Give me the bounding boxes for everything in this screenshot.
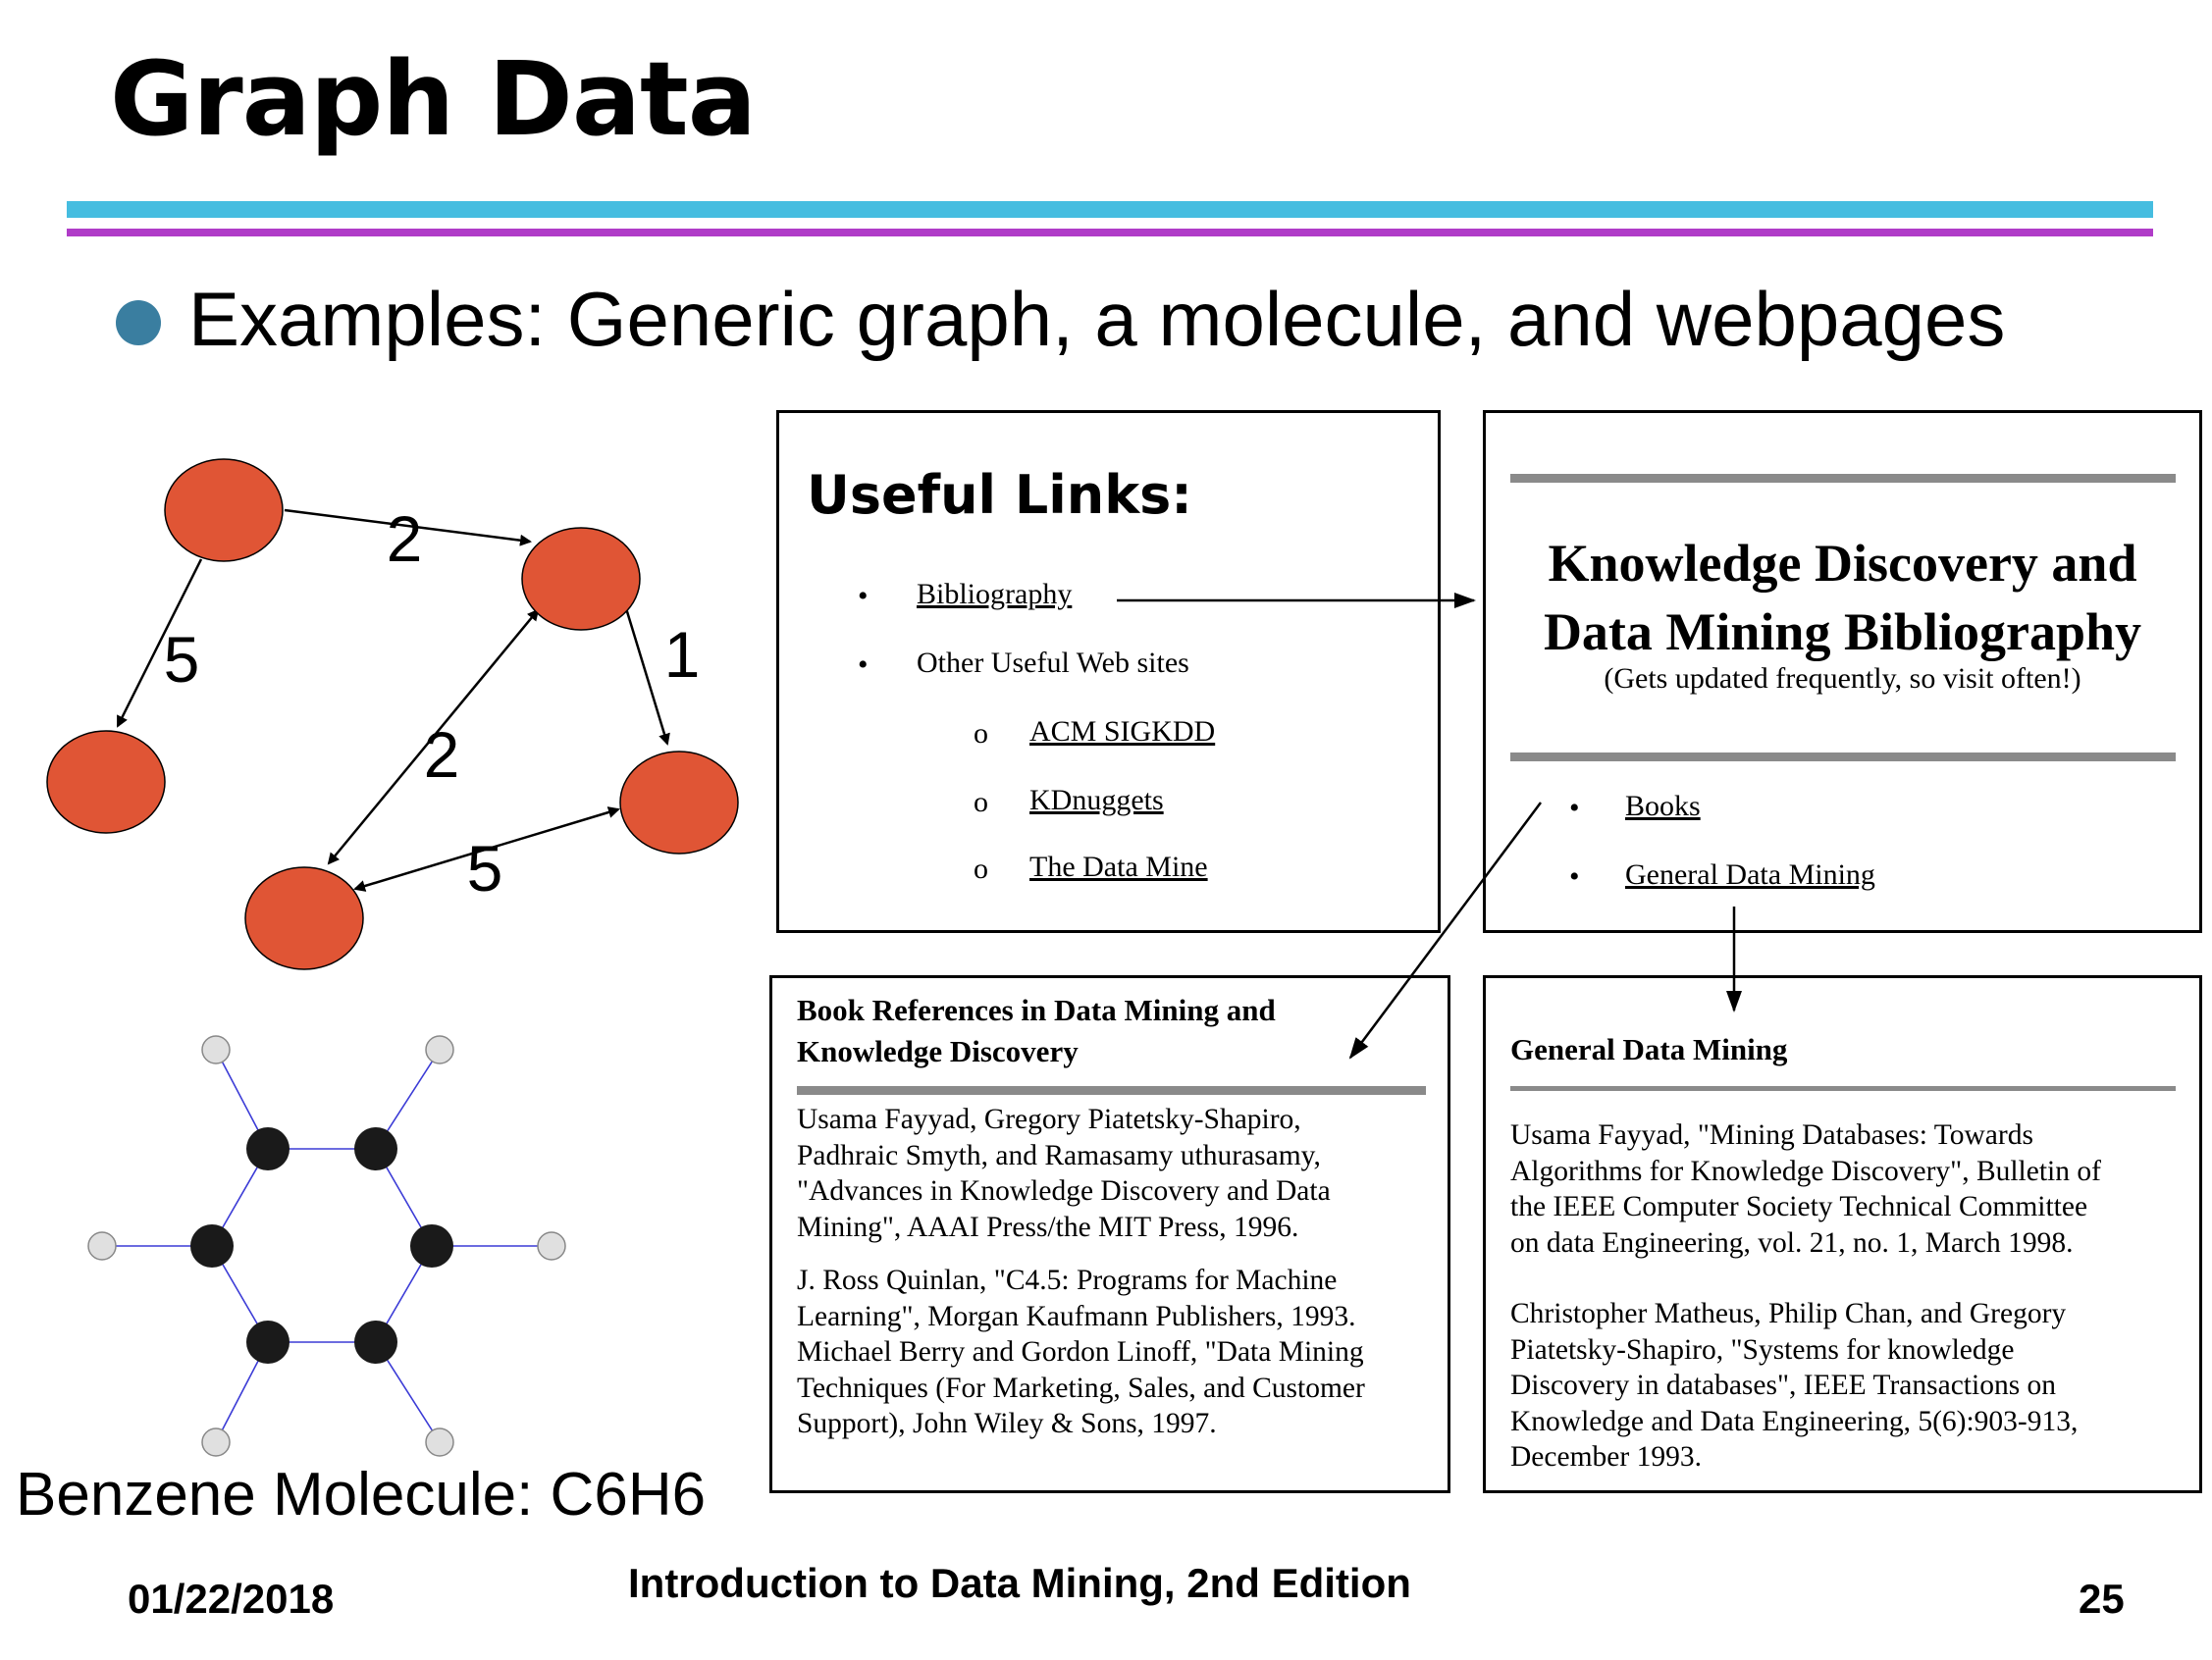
edge-weight: 1 xyxy=(664,618,701,691)
carbon-atom xyxy=(246,1127,290,1170)
general-data-mining-page: General Data Mining Usama Fayyad, "Minin… xyxy=(1483,975,2202,1493)
graph-edge-a-b xyxy=(284,508,532,546)
bullet-mark: • xyxy=(858,648,869,681)
bullet-text: Examples: Generic graph, a molecule, and… xyxy=(188,276,2006,362)
sub-bullet-mark: o xyxy=(974,786,988,818)
graph-edge-a-c xyxy=(116,558,203,728)
carbon-atom xyxy=(190,1224,234,1268)
books-heading-line1: Book References in Data Mining and xyxy=(797,993,1276,1027)
link-bibliography[interactable]: Bibliography xyxy=(917,578,1073,610)
divider xyxy=(1510,1086,2176,1091)
hydrogen-atom xyxy=(87,1231,117,1261)
book-references-page: Book References in Data Mining and Knowl… xyxy=(769,975,1450,1493)
useful-links-page: Useful Links: • Bibliography • Other Use… xyxy=(776,410,1441,933)
book-reference: J. Ross Quinlan, "C4.5: Programs for Mac… xyxy=(797,1265,1365,1439)
bullet-dot xyxy=(116,300,161,345)
other-useful-sites-label: Other Useful Web sites xyxy=(917,647,1189,679)
link-acm-sigkdd[interactable]: ACM SIGKDD xyxy=(1029,715,1216,748)
slide-title: Graph Data xyxy=(110,39,757,159)
books-heading-line2: Knowledge Discovery xyxy=(797,1034,1079,1068)
edge-weight: 2 xyxy=(424,718,460,791)
divider xyxy=(1510,474,2176,483)
edge-weight: 5 xyxy=(164,623,200,696)
link-the-data-mine[interactable]: The Data Mine xyxy=(1029,851,1208,883)
link-kdnuggets[interactable]: KDnuggets xyxy=(1029,784,1164,816)
divider xyxy=(1510,752,2176,761)
useful-links-title: Useful Links: xyxy=(807,464,1192,526)
graph-edge-e-d xyxy=(353,806,620,892)
hydrogen-atom xyxy=(201,1035,231,1064)
link-general-data-mining[interactable]: General Data Mining xyxy=(1625,858,1875,891)
hydrogen-atom xyxy=(201,1427,231,1457)
graph-node xyxy=(244,866,364,970)
graph-node xyxy=(164,458,284,562)
carbon-atom xyxy=(246,1321,290,1364)
kdd-subtitle: (Gets updated frequently, so visit often… xyxy=(1604,662,2081,695)
edge-weight: 5 xyxy=(467,832,503,905)
carbon-atom xyxy=(410,1224,453,1268)
graph-node xyxy=(521,527,641,631)
gdm-reference: Usama Fayyad, "Mining Databases: Towards… xyxy=(1510,1119,2101,1259)
divider xyxy=(797,1086,1426,1095)
hydrogen-atom xyxy=(425,1035,454,1064)
edge-weight: 2 xyxy=(387,502,423,575)
kdd-title-line2: Data Mining Bibliography xyxy=(1543,602,2142,661)
gdm-heading: General Data Mining xyxy=(1510,1032,1788,1066)
gdm-reference: Christopher Matheus, Philip Chan, and Gr… xyxy=(1510,1298,2079,1473)
sub-bullet-mark: o xyxy=(974,853,988,885)
graph-node xyxy=(619,751,739,855)
footer-page-number: 25 xyxy=(2079,1576,2125,1622)
hydrogen-atom xyxy=(425,1427,454,1457)
bullet-mark: • xyxy=(1569,792,1580,824)
book-reference: Usama Fayyad, Gregory Piatetsky-Shapiro,… xyxy=(797,1104,1331,1243)
bullet-mark: • xyxy=(1569,860,1580,893)
kdd-bibliography-page: Knowledge Discovery and Data Mining Bibl… xyxy=(1483,410,2202,933)
graph-edge-b-d xyxy=(624,607,670,746)
generic-graph: 2 5 1 2 5 xyxy=(46,458,739,970)
sub-bullet-mark: o xyxy=(974,717,988,750)
title-rule-top xyxy=(67,201,2153,218)
carbon-atom xyxy=(354,1127,397,1170)
kdd-title-line1: Knowledge Discovery and xyxy=(1548,534,2137,593)
footer-book-title: Introduction to Data Mining, 2nd Edition xyxy=(628,1560,1411,1606)
title-rule-bottom xyxy=(67,229,2153,236)
footer-date: 01/22/2018 xyxy=(128,1576,335,1622)
hydrogen-atom xyxy=(537,1231,566,1261)
bullet-mark: • xyxy=(858,580,869,612)
benzene-label: Benzene Molecule: C6H6 xyxy=(16,1461,707,1529)
carbon-atom xyxy=(354,1321,397,1364)
link-books[interactable]: Books xyxy=(1625,790,1701,822)
graph-node xyxy=(46,730,166,834)
benzene-molecule xyxy=(87,1035,566,1457)
